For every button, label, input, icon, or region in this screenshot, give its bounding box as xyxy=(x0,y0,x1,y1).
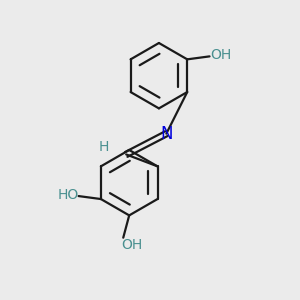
Text: OH: OH xyxy=(210,48,231,62)
Text: H: H xyxy=(99,140,109,154)
Text: OH: OH xyxy=(122,238,143,252)
Text: N: N xyxy=(160,125,172,143)
Text: HO: HO xyxy=(58,188,79,202)
